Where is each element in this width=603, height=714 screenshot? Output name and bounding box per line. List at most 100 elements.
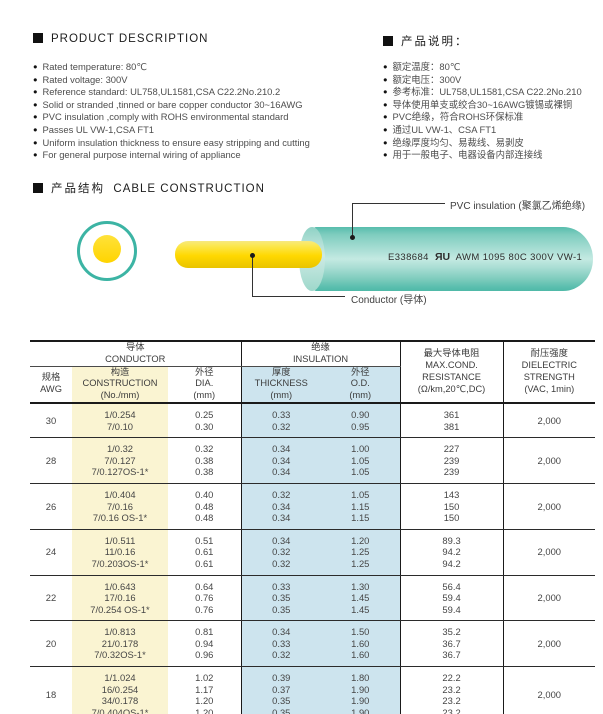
cell-value: 1.60 (351, 637, 370, 649)
cell-dielectric: 2,000 (503, 666, 596, 714)
cell-value: 2,000 (537, 500, 562, 512)
cell-awg: 30 (30, 402, 72, 439)
product-description-list: ● Rated temperature: 80℃ ● Rated voltage: 3… (33, 61, 310, 162)
cell-value: 1.02 (195, 672, 214, 684)
square-bullet-icon (33, 183, 43, 193)
cell-construction: 1/0.254 7/0.10 (72, 402, 168, 439)
bullet-text: PVC绝缘，符合ROHS环保标准 (392, 111, 524, 123)
cell-resistance: 22.2 23.2 23.2 23.2 (400, 666, 504, 714)
square-bullet-icon (33, 33, 43, 43)
cell-dielectric: 2,000 (503, 620, 596, 668)
cell-value: 30 (45, 414, 57, 426)
cell-value: 23.2 (442, 695, 461, 707)
cell-value: 1.90 (351, 695, 370, 707)
column-header-dielectric: 耐压强度 DIELECTRIC STRENGTH (VAC, 1min) (503, 341, 596, 404)
bullet-text: 绝缘厚度均匀、易裁线、易剥皮 (392, 136, 524, 148)
header-line: RESISTANCE (422, 371, 481, 382)
column-header-thickness: 厚度 THICKNESS (mm) (241, 366, 322, 404)
section-title-cable-construction: 产品结构 CABLE CONSTRUCTION (33, 180, 265, 196)
cell-thickness: 0.34 0.33 0.32 (241, 620, 322, 668)
dot-bullet-icon: ● (33, 62, 38, 71)
cell-dia: 0.81 0.94 0.96 (168, 620, 242, 668)
dot-bullet-icon: ● (383, 99, 388, 109)
cell-value: 0.33 (272, 580, 291, 592)
cell-construction: 1/0.813 21/0.178 7/0.32OS-1* (72, 620, 168, 668)
cell-value: 0.34 (272, 466, 291, 478)
cell-thickness: 0.34 0.32 0.32 (241, 529, 322, 576)
cell-value: 1.15 (351, 512, 370, 524)
header-line: DIA. (195, 378, 214, 389)
cell-dia: 0.64 0.76 0.76 (168, 575, 242, 622)
group-header-en: CONDUCTOR (105, 353, 166, 364)
cell-value: 2,000 (537, 592, 562, 604)
cell-value: 28 (45, 454, 57, 466)
square-bullet-icon (383, 36, 393, 46)
cell-value: 22 (45, 592, 57, 604)
cell-value: 1.17 (195, 683, 214, 695)
cell-value: 59.4 (442, 592, 461, 604)
cell-value: 56.4 (442, 580, 461, 592)
bullet-text: Passes UL VW-1,CSA FT1 (42, 123, 155, 135)
dot-bullet-icon: ● (383, 124, 388, 134)
cell-value: 18 (45, 689, 57, 701)
cell-value: 0.32 (195, 443, 214, 455)
cell-construction: 1/1.024 16/0.254 34/0.178 7/0.404OS-1* (72, 666, 168, 714)
header-line: DIELECTRIC (521, 360, 577, 371)
bullet-item: ● For general purpose internal wiring of … (33, 149, 310, 162)
cell-dielectric: 2,000 (503, 402, 596, 439)
bullet-text: Solid or stranded ,tinned or bare copper… (42, 98, 303, 110)
bullet-text: 通过UL VW-1、CSA FT1 (392, 123, 497, 135)
bullet-item: ● 参考标准：UL758,UL1581,CSA C22.2No.210 (383, 86, 582, 99)
dot-bullet-icon: ● (383, 62, 388, 71)
cell-awg: 22 (30, 575, 72, 622)
bullet-item: ● 用于一般电子、电器设备内部连接线 (383, 149, 582, 162)
cell-value: 2,000 (537, 689, 562, 701)
header-line: (No./mm) (100, 390, 140, 401)
cell-thickness: 0.33 0.35 0.35 (241, 575, 322, 622)
cell-od: 0.90 0.95 (321, 402, 401, 439)
cell-resistance: 143 150 150 (400, 483, 504, 530)
cell-value: 89.3 (442, 534, 461, 546)
cell-value: 1.25 (351, 546, 370, 558)
header-line: (mm) (270, 390, 293, 401)
cell-resistance: 56.4 59.4 59.4 (400, 575, 504, 622)
conductor-rod (175, 241, 322, 268)
cell-value: 0.76 (195, 603, 214, 615)
cell-value: 36.7 (442, 637, 461, 649)
cell-value: 0.34 (272, 626, 291, 638)
cell-value: 36.7 (442, 649, 461, 661)
cell-value: 361 (443, 408, 460, 420)
cell-value: 1.20 (351, 534, 370, 546)
conductor-callout-dot (250, 253, 255, 258)
dot-bullet-icon: ● (33, 124, 38, 134)
header-line: 耐压强度 (530, 348, 568, 359)
cell-value: 2,000 (537, 454, 562, 466)
cell-value: 0.34 (272, 500, 291, 512)
cell-value: 7/0.404OS-1* (91, 706, 149, 714)
cell-value: 0.35 (272, 603, 291, 615)
product-description-cn-list: ● 额定温度：80℃ ● 额定电压：300V ● 参考标准：UL758,UL1581,CS… (383, 61, 582, 162)
cell-value: 0.34 (272, 454, 291, 466)
conductor-callout-vline (252, 256, 253, 297)
section-title-text: 产品说明： (401, 36, 469, 48)
cell-value: 7/0.32OS-1* (94, 649, 146, 661)
cell-value: 0.35 (272, 706, 291, 714)
cell-value: 23.2 (442, 706, 461, 714)
cell-value: 1.05 (351, 488, 370, 500)
cell-value: 0.61 (195, 557, 214, 569)
dot-bullet-icon: ● (383, 87, 388, 97)
section-title-product-description-cn: 产品说明： (383, 33, 469, 49)
group-header-insulation: 绝缘 INSULATION (241, 341, 401, 367)
cell-value: 1.05 (351, 454, 370, 466)
cell-value: 16/0.254 (101, 683, 139, 695)
cell-value: 7/0.10 (106, 420, 134, 432)
cell-value: 0.76 (195, 592, 214, 604)
table-row: 28 1/0.32 7/0.127 7/0.127OS-1* 0.32 0.38 0.38 0… (30, 437, 596, 484)
bullet-item: ● Rated temperature: 80℃ (33, 61, 310, 74)
cell-value: 0.25 (195, 408, 214, 420)
bullet-text: Uniform insulation thickness to ensure e… (42, 136, 310, 148)
cell-value: 0.34 (272, 512, 291, 524)
cell-construction: 1/0.404 7/0.16 7/0.16 OS-1* (72, 483, 168, 530)
dot-bullet-icon: ● (33, 112, 38, 122)
